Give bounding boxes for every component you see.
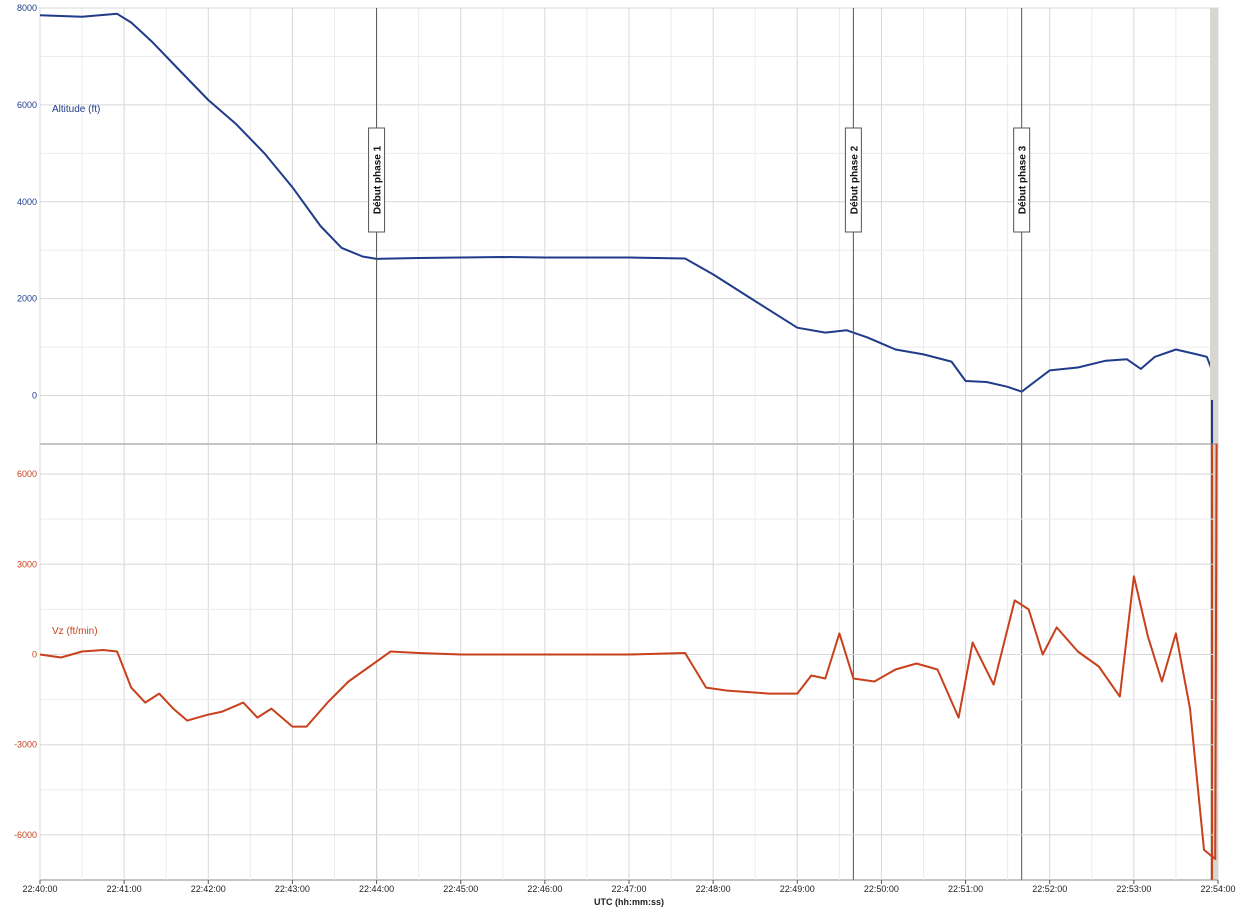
x-tick-label: 22:42:00 xyxy=(191,884,226,894)
x-tick-label: 22:54:00 xyxy=(1200,884,1235,894)
phase-label-box-3 xyxy=(1013,127,1031,233)
vz-ytick-label: 3000 xyxy=(17,559,37,569)
x-tick-label: 22:47:00 xyxy=(611,884,646,894)
x-tick-label: 22:52:00 xyxy=(1032,884,1067,894)
vz-series-line xyxy=(39,443,1218,860)
altitude-ytick-label: 8000 xyxy=(17,3,37,13)
phase-label-box-1 xyxy=(368,127,386,233)
altitude-series-label: Altitude (ft) xyxy=(52,104,100,115)
x-tick-label: 22:48:00 xyxy=(696,884,731,894)
x-axis-label: UTC (hh:mm:ss) xyxy=(594,897,664,907)
x-tick-label: 22:41:00 xyxy=(107,884,142,894)
phase-label-1: Début phase 1 xyxy=(373,145,384,214)
vz-ytick-label: 6000 xyxy=(17,469,37,479)
vz-ytick-label: -3000 xyxy=(14,740,37,750)
altitude-series-line xyxy=(39,12,1218,445)
altitude-ytick-label: 6000 xyxy=(17,100,37,110)
x-tick-label: 22:45:00 xyxy=(443,884,478,894)
x-tick-label: 22:53:00 xyxy=(1116,884,1151,894)
phase-label-box-2 xyxy=(844,127,862,233)
vertical-speed-panel: 6000 3000 0 -3000 -6000 Vz (ft/min) xyxy=(14,443,1219,881)
vz-ytick-label: -6000 xyxy=(14,830,37,840)
x-tick-label: 22:49:00 xyxy=(780,884,815,894)
phase-label-2: Début phase 2 xyxy=(849,145,860,214)
x-tick-label: 22:50:00 xyxy=(864,884,899,894)
altitude-ytick-label: 0 xyxy=(32,391,37,401)
vz-ytick-label: 0 xyxy=(32,649,37,659)
phase-label-3: Début phase 3 xyxy=(1018,145,1029,214)
x-tick-label: 22:44:00 xyxy=(359,884,394,894)
altitude-ytick-label: 4000 xyxy=(17,197,37,207)
x-tick-label: 22:40:00 xyxy=(22,884,57,894)
x-tick-label: 22:51:00 xyxy=(948,884,983,894)
x-tick-label: 22:46:00 xyxy=(527,884,562,894)
vz-series-label: Vz (ft/min) xyxy=(52,626,98,637)
altitude-ytick-label: 2000 xyxy=(17,294,37,304)
x-axis: 22:40:00 22:41:00 22:42:00 22:43:00 22:44:00… xyxy=(22,880,1236,907)
x-tick-label: 22:43:00 xyxy=(275,884,310,894)
